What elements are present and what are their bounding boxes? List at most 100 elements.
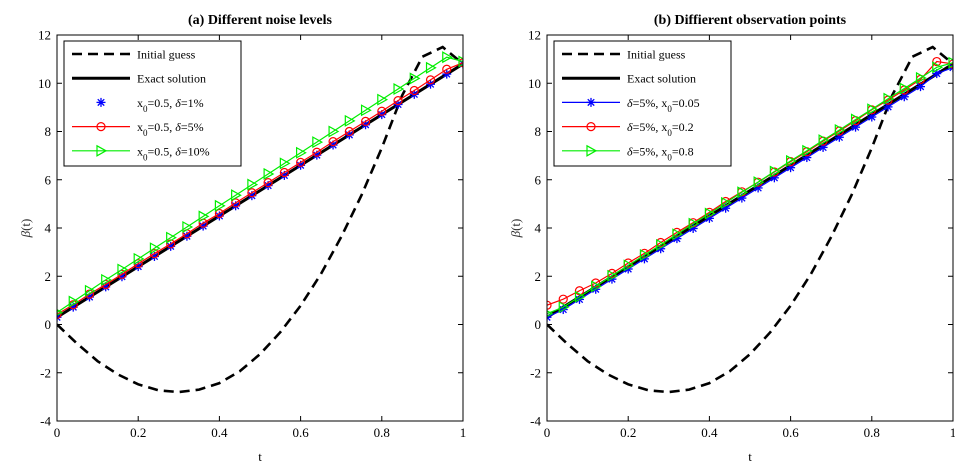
legend-swatch-marker — [96, 97, 106, 107]
legend-box — [553, 40, 732, 167]
data-point-4-3 — [591, 280, 602, 293]
data-point-4-25 — [948, 56, 953, 69]
data-point-4-24 — [932, 61, 943, 74]
data-point-4-20 — [377, 93, 389, 106]
x-axis-label: t — [748, 449, 752, 464]
data-point-3-1 — [558, 294, 568, 304]
legend-label: x0=0.5, δ=1% — [137, 96, 204, 114]
data-point-2-22 — [899, 92, 909, 102]
data-point-2-17 — [818, 142, 828, 152]
data-point-3-0 — [547, 300, 552, 310]
y-tick-label: 6 — [45, 172, 52, 187]
x-tick-label: 0.8 — [374, 425, 390, 440]
series-line-1 — [57, 62, 463, 319]
data-point-4-10 — [704, 207, 716, 220]
data-point-4-18 — [344, 114, 356, 127]
x-tick-label: 0.6 — [782, 425, 799, 440]
data-point-3-13 — [263, 178, 273, 188]
data-point-3-18 — [344, 126, 354, 137]
data-point-4-21 — [393, 83, 405, 96]
y-tick-label: 4 — [45, 221, 52, 236]
data-point-3-11 — [231, 198, 241, 208]
data-point-4-1 — [558, 301, 570, 314]
legend-swatch-marker — [586, 97, 596, 107]
data-point-4-13 — [263, 167, 275, 180]
legend-item: Initial guess — [72, 48, 196, 62]
data-point-3-21 — [393, 96, 403, 106]
data-point-4-1 — [68, 295, 80, 308]
data-point-4-7 — [166, 231, 177, 244]
legend-item: x0=0.5, δ=5% — [72, 120, 204, 138]
legend-label: δ=5%, x0=0.05 — [627, 96, 700, 114]
y-tick-label: 10 — [38, 76, 51, 91]
y-tick-label: -2 — [530, 365, 541, 380]
legend-swatch-marker — [586, 144, 598, 157]
data-point-4-11 — [721, 196, 732, 209]
x-tick-label: 0 — [544, 425, 551, 440]
data-point-4-7 — [656, 238, 667, 251]
x-tick-label: 0.6 — [292, 425, 309, 440]
x-tick-label: 0.2 — [620, 425, 636, 440]
data-point-3-0 — [57, 309, 62, 319]
data-point-3-17 — [328, 137, 338, 147]
legend-item: δ=5%, x0=0.2 — [562, 120, 694, 138]
legend-label: δ=5%, x0=0.8 — [627, 144, 694, 162]
data-point-3-24 — [442, 64, 452, 74]
data-point-4-8 — [672, 228, 684, 241]
data-point-4-15 — [296, 146, 307, 159]
legend-label: Exact solution — [137, 72, 206, 86]
legend-label: x0=0.5, δ=10% — [137, 144, 210, 162]
data-point-4-22 — [409, 72, 421, 85]
data-point-4-6 — [149, 242, 161, 255]
y-tick-label: 4 — [535, 221, 542, 236]
data-point-2-18 — [834, 132, 844, 142]
y-tick-label: 12 — [528, 28, 541, 43]
series-line-0 — [57, 45, 463, 394]
data-point-4-3 — [101, 273, 112, 286]
data-point-3-14 — [279, 167, 289, 178]
y-tick-label: 6 — [535, 172, 542, 187]
data-point-4-23 — [425, 61, 437, 74]
legend-label: x0=0.5, δ=5% — [137, 120, 204, 138]
legend-item: δ=5%, x0=0.8 — [562, 144, 694, 162]
chart-title: (a) Different noise levels — [188, 13, 333, 28]
legend-item: Exact solution — [562, 72, 696, 86]
data-point-3-15 — [296, 157, 306, 167]
legend-label: Exact solution — [627, 72, 696, 86]
data-point-4-25 — [458, 55, 463, 68]
x-tick-label: 0.8 — [864, 425, 880, 440]
data-point-4-20 — [867, 103, 879, 116]
x-tick-label: 0.2 — [130, 425, 146, 440]
x-tick-label: 0.4 — [701, 425, 718, 440]
y-tick-label: 2 — [535, 269, 542, 284]
legend-item: Exact solution — [72, 72, 206, 86]
x-tick-label: 0.4 — [211, 425, 228, 440]
data-point-4-9 — [198, 210, 210, 223]
legend-label: Initial guess — [137, 48, 196, 62]
legend-box — [63, 40, 242, 167]
data-point-4-19 — [850, 113, 862, 126]
legend-item: Initial guess — [562, 48, 686, 62]
data-point-4-17 — [818, 134, 830, 147]
y-tick-label: 10 — [528, 76, 541, 91]
y-tick-label: 2 — [45, 269, 52, 284]
y-tick-label: -4 — [40, 414, 51, 429]
data-point-3-20 — [377, 106, 387, 116]
data-point-3-2 — [574, 286, 585, 296]
data-point-4-24 — [442, 51, 453, 64]
x-tick-label: 1 — [950, 425, 955, 440]
legend: Initial guess Exact solution x0=0.5, δ=1% x… — [63, 40, 242, 167]
data-point-4-5 — [133, 252, 145, 265]
data-point-4-17 — [328, 125, 340, 138]
y-axis-label: β(t) — [18, 219, 33, 239]
chart-title: (b) Diffierent observation points — [654, 13, 847, 28]
data-point-4-4 — [117, 263, 129, 276]
data-point-4-5 — [623, 259, 635, 272]
legend-swatch-marker — [96, 121, 106, 132]
legend-label: δ=5%, x0=0.2 — [627, 120, 694, 138]
data-point-4-22 — [899, 82, 911, 95]
panel-b: 0 0.2 0.4 0.6 0.8 1 -4 -2 0 2 4 6 8 10 12 (b) Diffieren… — [508, 13, 955, 464]
y-tick-label: 12 — [38, 28, 51, 43]
data-point-3-23 — [425, 75, 436, 85]
